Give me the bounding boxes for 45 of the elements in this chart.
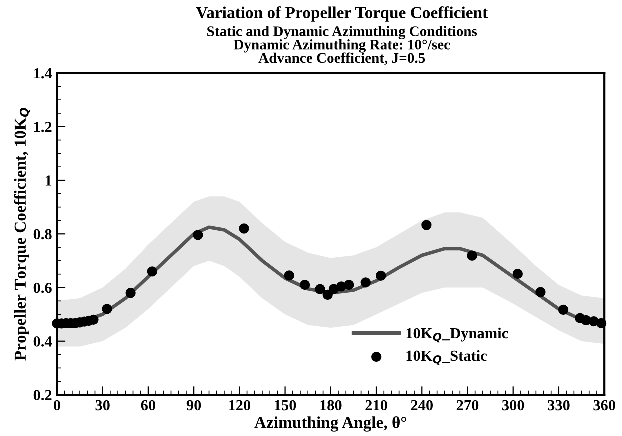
x-tick-label: 360 [594, 400, 616, 411]
x-tick-label: 180 [320, 400, 342, 411]
y-tick-label: 0.2 [34, 390, 52, 401]
x-tick-label: 210 [366, 400, 388, 411]
point [322, 290, 333, 300]
y-axis-title: Propeller Torque Coefficient, 10K$_{Q}$ [14, 108, 30, 361]
point [360, 278, 371, 288]
point [126, 288, 136, 298]
legend-label: 10K$_{Q}$_Static [406, 350, 488, 366]
point [102, 304, 112, 314]
chart-title: Variation of Propeller Torque Coefficient [196, 6, 488, 22]
y-tick-label: 0.8 [34, 229, 52, 240]
point [284, 270, 294, 281]
y-tick-label: 0.4 [34, 336, 52, 347]
point [512, 269, 524, 280]
y-tick-label: 0.6 [34, 282, 52, 294]
x-tick-label: 90 [186, 400, 202, 411]
point [300, 280, 310, 290]
x-tick-label: 150 [275, 400, 296, 411]
point [422, 220, 432, 230]
x-tick-label: 240 [411, 400, 434, 411]
x-tick-label: 330 [548, 400, 570, 411]
point [239, 224, 250, 234]
point [467, 250, 478, 261]
point [344, 280, 354, 290]
x-tick-label: 30 [96, 400, 110, 411]
chart-subtitle: Static and Dynamic Azimuthing Conditions Dynamic Azimuthing Rate: 10°/sec Advance Coefficient, J=0.5 [208, 26, 478, 66]
y-tick-label: 1.4 [34, 68, 52, 79]
point [193, 230, 204, 240]
x-tick-label: 0 [54, 400, 60, 411]
point [536, 287, 546, 298]
y-tick-label: 1 [46, 176, 52, 186]
x-tick-label: 60 [141, 400, 156, 411]
point [596, 318, 607, 329]
point [147, 266, 158, 277]
y-tick-label: 1.2 [34, 122, 52, 132]
point [88, 314, 99, 326]
point [315, 284, 326, 294]
x-tick-label: 120 [229, 400, 251, 411]
legend-label: 10K$_{Q}$_Dynamic [406, 328, 508, 343]
x-tick-label: 300 [502, 400, 524, 411]
point [558, 304, 569, 316]
x-tick-label: 270 [456, 400, 479, 411]
x-axis-title: Azimuthing Angle, θ° [254, 416, 407, 432]
point [376, 270, 386, 282]
